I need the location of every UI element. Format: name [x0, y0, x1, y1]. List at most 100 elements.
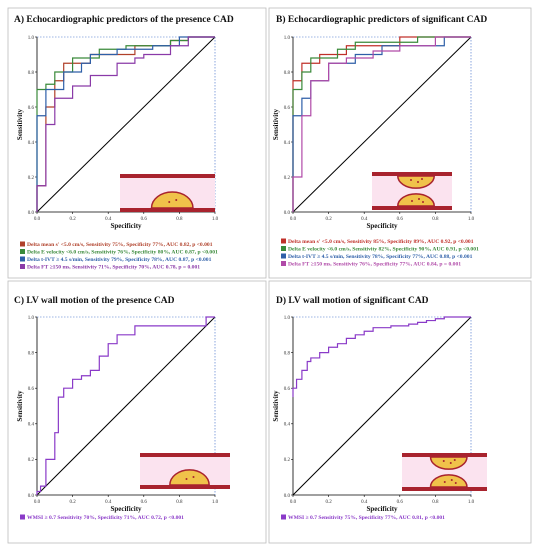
- plaque-top: [397, 175, 435, 189]
- artery-wall-bottom: [372, 206, 452, 210]
- x-tick-label: 1.0: [212, 500, 219, 505]
- y-tick-label: 1.0: [28, 36, 35, 41]
- panel-3: D) LV wall motion of significant CAD 0.0 0…: [268, 280, 532, 544]
- plaque: [169, 469, 210, 486]
- plaque-bottom: [429, 474, 468, 488]
- plaque-dot: [442, 460, 445, 462]
- legend-entry: Delta FT ≥150 ms, Sensitivity 76%, Speci…: [288, 262, 461, 268]
- artery-illustration-1: [372, 172, 452, 210]
- chart-title: D) LV wall motion of significant CAD: [276, 295, 429, 306]
- roc-line-series-0: [292, 316, 471, 398]
- y-tick-label: 0.8: [284, 71, 291, 76]
- plaque-bottom: [397, 193, 435, 207]
- y-tick-label: 0.0: [284, 494, 291, 499]
- artery-illustration-3: [402, 453, 487, 491]
- roc-line-series-1: [36, 36, 215, 212]
- legend-swatch: [20, 241, 25, 247]
- x-tick-label: 0.6: [141, 500, 148, 505]
- legend-swatch: [281, 238, 286, 244]
- plaque-dot: [192, 476, 195, 478]
- x-tick-label: 0.6: [397, 217, 404, 222]
- legend-entry: WMSI ≥ 0.7 Sensitivity 70%, Specificity …: [27, 515, 184, 521]
- plaque-dot: [410, 179, 412, 181]
- artery-wall-top: [372, 172, 452, 176]
- y-tick-label: 0.6: [284, 106, 291, 111]
- plaque-dot: [443, 481, 446, 483]
- legend-swatch: [20, 264, 25, 269]
- chart-title: A) Echocardiographic predictors of the p…: [14, 14, 234, 25]
- roc-line-series-0: [292, 36, 471, 212]
- y-tick-label: 0.6: [28, 106, 35, 111]
- plaque-dot: [453, 459, 456, 461]
- reference-diagonal: [36, 316, 216, 496]
- artery-wall-top: [402, 453, 487, 457]
- plaque-dot: [168, 201, 171, 203]
- plaque-dot: [185, 478, 188, 480]
- plaque-dot: [422, 201, 424, 203]
- x-tick-label: 0.2: [325, 500, 332, 505]
- legend-entry: WMSI ≥ 0.7 Sensitivity 75%, Specificity …: [288, 515, 445, 521]
- x-tick-label: 0.8: [432, 500, 439, 505]
- legend-entry: Delta mean s' <5.0 cm/s, Sensitivity 75%…: [27, 242, 213, 248]
- panel-frame: [268, 7, 532, 279]
- legend-swatch: [281, 514, 286, 520]
- panel-2: C) LV wall motion of the presence CAD 0.0…: [7, 280, 267, 544]
- roc-line-series-2: [36, 36, 215, 212]
- artery-wall-top: [140, 453, 230, 457]
- x-tick-label: 1.0: [212, 217, 219, 222]
- x-axis-label: Specificity: [110, 505, 142, 513]
- panel-frame: [268, 280, 532, 544]
- panel-frame: [7, 7, 267, 279]
- y-axis-label: Sensitivity: [16, 108, 24, 140]
- legend-entry: Delta E velocity <6.0 cm/s, Sensitivity …: [27, 250, 218, 256]
- artery-illustration-0: [120, 174, 215, 212]
- x-tick-label: 0.0: [290, 217, 297, 222]
- y-tick-label: 0.8: [28, 351, 35, 356]
- roc-line-series-3: [36, 36, 215, 212]
- plaque: [150, 191, 194, 209]
- x-tick-label: 0.6: [141, 217, 148, 222]
- x-tick-label: 0.8: [432, 217, 439, 222]
- plaque-top: [429, 456, 468, 470]
- y-tick-label: 0.2: [28, 176, 35, 181]
- y-tick-label: 0.2: [284, 176, 291, 181]
- x-tick-label: 0.2: [69, 500, 76, 505]
- x-tick-label: 0.0: [34, 217, 41, 222]
- chart-title: B) Echocardiographic predictors of signi…: [276, 14, 487, 25]
- x-axis-label: Specificity: [366, 222, 398, 230]
- reference-diagonal: [36, 36, 216, 213]
- y-tick-label: 0.0: [284, 211, 291, 216]
- reference-diagonal: [292, 36, 472, 213]
- x-axis-label: Specificity: [366, 505, 398, 513]
- y-tick-label: 0.2: [284, 458, 291, 463]
- y-axis-label: Sensitivity: [272, 390, 280, 422]
- artery-wall-top: [120, 174, 215, 178]
- roc-line-series-0: [36, 316, 215, 495]
- x-tick-label: 0.6: [397, 500, 404, 505]
- panel-1: B) Echocardiographic predictors of signi…: [268, 7, 532, 279]
- x-axis-label: Specificity: [110, 222, 142, 230]
- x-tick-label: 0.4: [361, 500, 368, 505]
- x-tick-label: 0.0: [34, 500, 41, 505]
- y-tick-label: 0.8: [284, 351, 291, 356]
- legend-entry: Delta t-IVT ≥ 4.5 s/min, Sensitivity 78%…: [288, 254, 473, 260]
- chart-title: C) LV wall motion of the presence CAD: [14, 295, 175, 306]
- legend-entry: Delta t-IVT ≥ 4.5 s/min, Sensitivity 79%…: [27, 257, 212, 263]
- reference-diagonal: [292, 316, 472, 496]
- artery-wall-bottom: [120, 208, 215, 212]
- legend-swatch: [20, 256, 25, 262]
- y-axis-label: Sensitivity: [16, 390, 24, 422]
- legend-swatch: [281, 261, 286, 266]
- x-tick-label: 1.0: [468, 500, 475, 505]
- roc-line-series-3: [292, 36, 471, 212]
- y-tick-label: 1.0: [284, 36, 291, 41]
- plaque-dot: [175, 199, 178, 201]
- plaque-dot: [450, 479, 453, 481]
- x-tick-label: 0.8: [176, 217, 183, 222]
- panel-frame: [7, 280, 267, 544]
- x-tick-label: 0.4: [361, 217, 368, 222]
- plaque-dot: [411, 200, 413, 202]
- plaque-dot: [454, 482, 457, 484]
